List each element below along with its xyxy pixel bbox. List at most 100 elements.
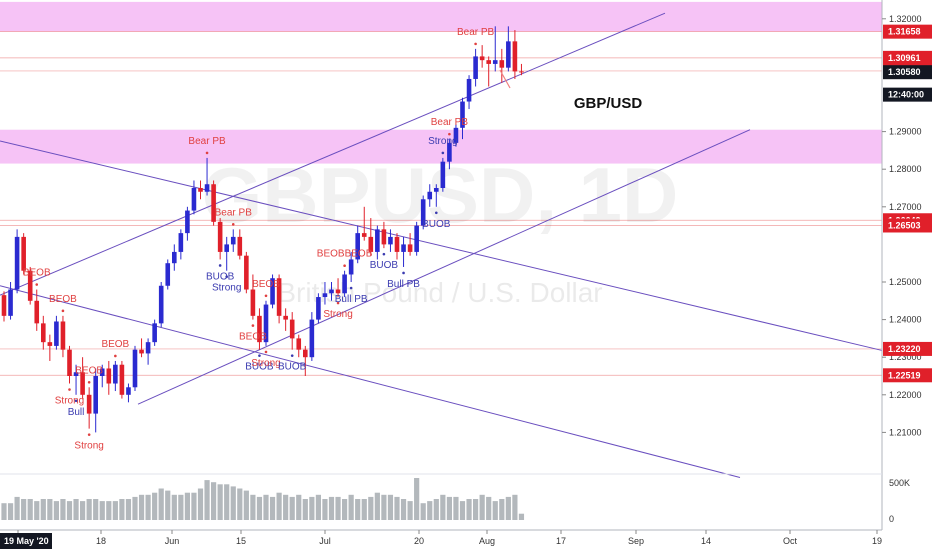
- price-tag-label: 1.30580: [888, 67, 921, 77]
- candle-body: [486, 60, 491, 64]
- candle-body: [257, 315, 262, 343]
- volume-bar: [309, 496, 315, 520]
- volume-bar: [158, 488, 164, 520]
- signal-label: BEOB: [239, 332, 267, 343]
- candle-body: [224, 244, 229, 252]
- volume-bar: [211, 482, 217, 520]
- candle-body: [86, 394, 92, 414]
- candle-body: [447, 142, 452, 162]
- candle-body: [178, 233, 184, 252]
- volume-bar: [243, 490, 249, 520]
- candle-body: [93, 376, 98, 414]
- candle-body: [139, 349, 144, 354]
- volume-bar: [204, 480, 210, 520]
- candle-body: [329, 289, 334, 294]
- price-tick-label: 1.25000: [889, 277, 922, 287]
- signal-marker: [435, 211, 438, 215]
- signal-marker: [382, 252, 386, 256]
- volume-bar: [256, 496, 263, 520]
- candle-body: [394, 236, 400, 252]
- volume-bar: [34, 501, 40, 520]
- signal-label: Bear PB: [215, 207, 253, 218]
- price-tag-label: 1.22519: [888, 370, 921, 380]
- trend-channel-line: [0, 140, 883, 351]
- volume-bar: [518, 513, 525, 520]
- trend-channel-line: [0, 285, 741, 479]
- candle-body: [289, 319, 295, 339]
- candle-body: [342, 274, 347, 294]
- volume-bar: [381, 494, 387, 520]
- volume-bar: [361, 499, 367, 520]
- price-tick-label: 1.32000: [889, 14, 922, 24]
- signal-label: Strong: [212, 283, 241, 294]
- volume-bar: [112, 501, 118, 520]
- candle-body: [60, 321, 66, 350]
- price-tag: [883, 65, 932, 80]
- candle-body: [34, 300, 40, 324]
- volume-bar: [224, 484, 230, 520]
- signal-label: BEOB: [23, 268, 51, 279]
- signal-marker: [114, 354, 117, 358]
- volume-bar: [106, 501, 112, 520]
- volume-bar: [440, 494, 446, 520]
- volume-bar: [479, 494, 485, 520]
- time-tick-label: Jul: [319, 536, 331, 546]
- volume-bar: [217, 484, 223, 520]
- volume-bar: [178, 494, 184, 520]
- signal-label: BUOB: [206, 271, 235, 282]
- candle-body: [355, 233, 360, 260]
- candle-body: [106, 368, 112, 384]
- candle-body: [191, 188, 197, 211]
- signal-label: Bull PB: [387, 279, 420, 290]
- projection-arrow: [499, 69, 511, 89]
- candle-body: [99, 368, 105, 376]
- price-tag-label: 1.23220: [888, 344, 921, 354]
- volume-bar: [505, 496, 511, 520]
- volume-bar: [250, 494, 256, 520]
- candle-body: [21, 236, 26, 271]
- price-tick-label: 1.27000: [889, 202, 922, 212]
- volume-bar: [315, 494, 321, 520]
- candle-body: [8, 289, 13, 316]
- candle-body: [54, 321, 59, 346]
- supply-demand-zone: [0, 129, 882, 164]
- signal-marker: [441, 151, 445, 155]
- candle-body: [348, 259, 354, 275]
- volume-bar: [459, 501, 466, 520]
- candle-body: [185, 210, 190, 234]
- volume-bar: [165, 490, 171, 520]
- signal-label: Bull PB: [335, 294, 368, 305]
- signal-label: Strong: [55, 396, 84, 407]
- volume-bar: [446, 496, 452, 520]
- candle-body: [309, 319, 315, 358]
- volume-bar: [184, 492, 190, 520]
- signal-marker: [74, 399, 78, 403]
- candle-body: [126, 387, 131, 395]
- volume-bar: [499, 499, 505, 520]
- volume-bar: [99, 501, 105, 520]
- price-tag-label: 1.26503: [888, 220, 921, 230]
- symbol-label: GBP/USD: [574, 95, 643, 112]
- time-tick-label: Oct: [783, 536, 798, 546]
- signal-label: Strong: [428, 136, 457, 147]
- volume-bar: [328, 496, 335, 520]
- trend-channel-line: [0, 12, 666, 296]
- candle-body: [113, 364, 118, 384]
- time-tick-label: 19: [872, 536, 882, 546]
- signal-label: BUOB: [370, 260, 399, 271]
- price-tag: [883, 50, 932, 65]
- volume-bar: [414, 478, 420, 520]
- signal-label: BUOB: [278, 362, 307, 373]
- candle-body: [283, 315, 288, 320]
- signal-marker: [402, 271, 405, 275]
- volume-bar: [263, 494, 269, 520]
- volume-bar: [420, 503, 426, 520]
- price-tick-label: 1.23000: [889, 352, 922, 362]
- volume-bar: [21, 499, 27, 520]
- signal-label: Strong: [251, 358, 280, 369]
- candle-body: [152, 323, 157, 343]
- signal-marker: [290, 354, 294, 357]
- candle-body: [158, 285, 164, 324]
- candle-body: [381, 229, 387, 245]
